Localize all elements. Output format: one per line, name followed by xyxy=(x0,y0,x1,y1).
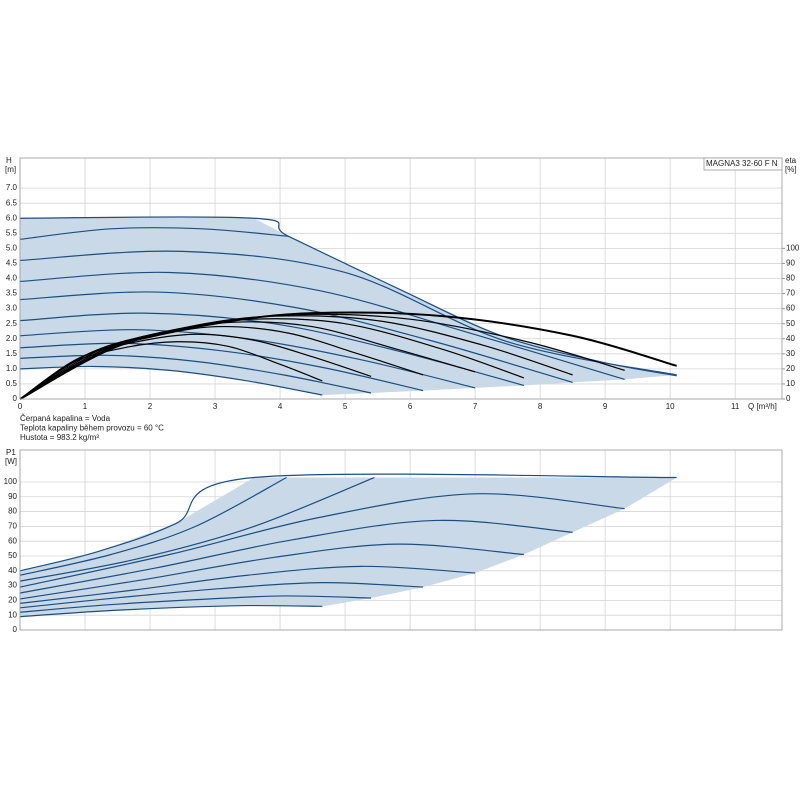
y2-tick-label: 80 xyxy=(786,274,795,283)
x-tick-label: 6 xyxy=(408,402,413,411)
pump-curve xyxy=(19,476,375,582)
y2-tick-label: 0 xyxy=(786,394,791,403)
y-tick-label: 20 xyxy=(8,596,17,605)
annotation: Čerpaná kapalina = Voda xyxy=(20,414,111,423)
x-tick-label: 11 xyxy=(731,402,740,411)
y-tick-label: 1.5 xyxy=(6,349,18,358)
annotation: Hustota = 983.2 kg/m³ xyxy=(20,433,99,442)
y-tick-label: 6.5 xyxy=(6,198,18,207)
y-tick-label: 30 xyxy=(8,581,17,590)
pump-curve xyxy=(19,473,677,572)
y-tick-label: 2.5 xyxy=(6,319,18,328)
y-tick-label: 5.5 xyxy=(6,228,18,237)
plot-frame xyxy=(19,449,783,631)
y2-tick-label: 60 xyxy=(786,304,795,313)
efficiency-curve xyxy=(19,333,372,400)
x-tick-label: 5 xyxy=(343,402,348,411)
y-tick-label: 70 xyxy=(8,521,17,530)
pump-curve xyxy=(19,477,287,576)
y-tick-label: 0.5 xyxy=(6,379,18,388)
y2-axis-label: eta xyxy=(785,156,797,165)
y-tick-label: 80 xyxy=(8,507,17,516)
x-tick-label: 2 xyxy=(148,402,153,411)
y-tick-label: 0 xyxy=(13,394,18,403)
pump-curve xyxy=(19,543,524,600)
y-tick-label: 4.5 xyxy=(6,259,18,268)
x-tick-label: 0 xyxy=(18,402,23,411)
y2-tick-label: 100 xyxy=(786,243,800,252)
y-tick-label: 3.5 xyxy=(6,289,18,298)
pump-curve xyxy=(19,595,372,613)
pump-curve xyxy=(19,493,625,588)
y2-tick-label: 90 xyxy=(786,259,795,268)
pump-curve xyxy=(19,354,372,394)
y-axis-unit: [W] xyxy=(5,457,17,466)
y-axis-label: H xyxy=(6,156,12,165)
x-tick-label: 10 xyxy=(666,402,675,411)
plot-frame xyxy=(19,157,783,400)
x-tick-label: 8 xyxy=(538,402,543,411)
pump-curve xyxy=(19,342,424,392)
y-tick-label: 0 xyxy=(13,625,18,634)
x-tick-label: 3 xyxy=(213,402,218,411)
y-tick-label: 90 xyxy=(8,492,17,501)
y-tick-label: 50 xyxy=(8,551,17,560)
y-axis-label: P1 xyxy=(6,448,16,457)
y-tick-label: 40 xyxy=(8,566,17,575)
efficiency-curve xyxy=(19,341,323,400)
pump-curve xyxy=(19,227,289,240)
x-tick-label: 1 xyxy=(83,402,88,411)
operating-area xyxy=(20,218,677,396)
pump-curve xyxy=(19,604,323,618)
y-tick-label: 6.0 xyxy=(6,213,18,222)
y-tick-label: 7.0 xyxy=(6,183,18,192)
pump-curve xyxy=(19,565,476,604)
x-tick-label: 7 xyxy=(473,402,478,411)
y-tick-label: 4.0 xyxy=(6,274,18,283)
y2-tick-label: 30 xyxy=(786,349,795,358)
y-tick-label: 10 xyxy=(8,610,17,619)
y2-tick-label: 20 xyxy=(786,364,795,373)
pump-curve xyxy=(19,365,323,396)
label-box xyxy=(703,157,783,171)
pump-curve xyxy=(19,582,424,609)
pump-curve xyxy=(19,271,625,380)
x-axis-label: Q [m³/h] xyxy=(748,402,777,411)
x-tick-label: 9 xyxy=(603,402,608,411)
pump-curve xyxy=(19,291,573,384)
y-tick-label: 1.0 xyxy=(6,364,18,373)
y-tick-label: 3.0 xyxy=(6,304,18,313)
y2-tick-label: 70 xyxy=(786,289,795,298)
pump-curve xyxy=(19,250,677,376)
y-axis-unit: [m] xyxy=(5,165,16,174)
annotation: Teplota kapaliny během provozu = 60 °C xyxy=(20,424,164,433)
x-tick-label: 4 xyxy=(278,402,283,411)
y2-tick-label: 40 xyxy=(786,334,795,343)
label-box-text: MAGNA3 32-60 F N xyxy=(706,159,778,168)
y2-axis-unit: [%] xyxy=(785,165,797,174)
pump-curve xyxy=(19,519,573,594)
y-tick-label: 2.0 xyxy=(6,334,18,343)
y-tick-label: 5.0 xyxy=(6,243,18,252)
y-tick-label: 100 xyxy=(4,477,18,486)
y2-tick-label: 50 xyxy=(786,319,795,328)
y2-tick-label: 10 xyxy=(786,379,795,388)
y-tick-label: 60 xyxy=(8,536,17,545)
